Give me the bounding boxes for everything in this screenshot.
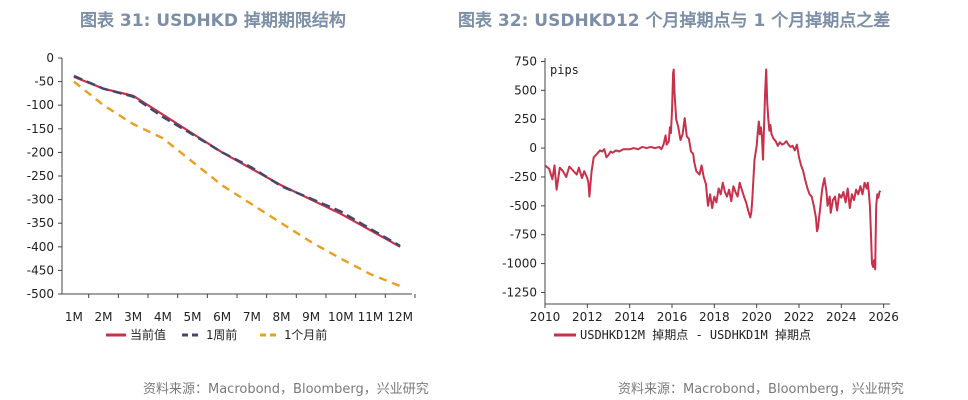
x-tick-label: 8M [272,310,290,324]
x-tick-label: 6M [213,310,231,324]
chart-source: 资料来源：Macrobond，Bloomberg，兴业研究 [143,382,429,397]
y-tick-label: -50 [34,75,54,89]
legend-label: 1周前 [206,327,237,342]
x-tick-label: 10M [328,310,354,324]
x-tick-label: 2024 [826,310,857,324]
chart-title: 图表 32: USDHKD12 个月掉期点与 1 个月掉期点之差 [458,11,891,31]
legend-label: 1个月前 [284,327,327,342]
x-tick-label: 7M [243,310,261,324]
x-tick-label: 2022 [784,310,815,324]
x-tick-label: 2M [95,310,113,324]
swap-spread-panel: 图表 32: USDHKD12 个月掉期点与 1 个月掉期点之差 750 500 2… [458,0,968,400]
y-tick-label: 0 [46,51,54,65]
y-tick-label: -400 [27,240,54,254]
y-tick-label: -350 [27,216,54,230]
legend-label: 当前值 [130,327,166,342]
y-tick-label: -750 [510,228,537,242]
y-tick-label: -500 [510,199,537,213]
y-tick-label: 500 [514,83,537,97]
x-tick-label: 2020 [741,310,772,324]
y-tick-label: -200 [27,145,54,159]
chart-title: 图表 31: USDHKD 掉期期限结构 [80,11,346,31]
x-tick-label: 5M [184,310,202,324]
y-tick-label: -500 [27,287,54,301]
y-tick-label: -100 [27,98,54,112]
x-tick-label: 4M [154,310,172,324]
x-tick-label: 2026 [868,310,899,324]
series-line-1 [73,75,401,248]
x-tick-label: 2012 [572,310,603,324]
y-tick-label: -450 [27,263,54,277]
term-structure-chart: 0 -50 -100 -150 -200 -250 -300 -350 -400 -450 -500… [27,51,416,342]
x-tick-label: 1M [65,310,83,324]
y-tick-label: -1250 [502,285,537,299]
swap-spread-chart: 750 500 250 0 -250 -500 -750 -1000 -1250 2010 2012… [502,54,899,342]
unit-label: pips [550,63,579,77]
x-tick-label: 2016 [657,310,688,324]
y-tick-label: -1000 [502,257,537,271]
chart-source: 资料来源：Macrobond，Bloomberg，兴业研究 [618,382,904,397]
y-tick-label: 750 [514,54,537,68]
term-structure-panel: 图表 31: USDHKD 掉期期限结构 0 -50 -100 -150 -200 -25… [27,11,429,397]
x-tick-label: 9M [302,310,320,324]
x-tick-label: 3M [124,310,142,324]
x-tick-label: 12M [387,310,413,324]
y-tick-label: -250 [27,169,54,183]
x-tick-label: 2014 [614,310,645,324]
y-tick-label: -250 [510,170,537,184]
series-line-1 [544,68,882,271]
y-tick-label: -150 [27,122,54,136]
x-tick-label: 2010 [530,310,561,324]
y-tick-label: -300 [27,193,54,207]
series-line-2 [73,74,401,247]
x-tick-label: 11M [358,310,384,324]
y-tick-label: 0 [529,141,537,155]
series-line-3 [73,80,401,288]
x-tick-label: 2018 [699,310,730,324]
legend-label: USDHKD12M 掉期点 - USDHKD1M 掉期点 [580,328,811,342]
y-tick-label: 250 [514,112,537,126]
